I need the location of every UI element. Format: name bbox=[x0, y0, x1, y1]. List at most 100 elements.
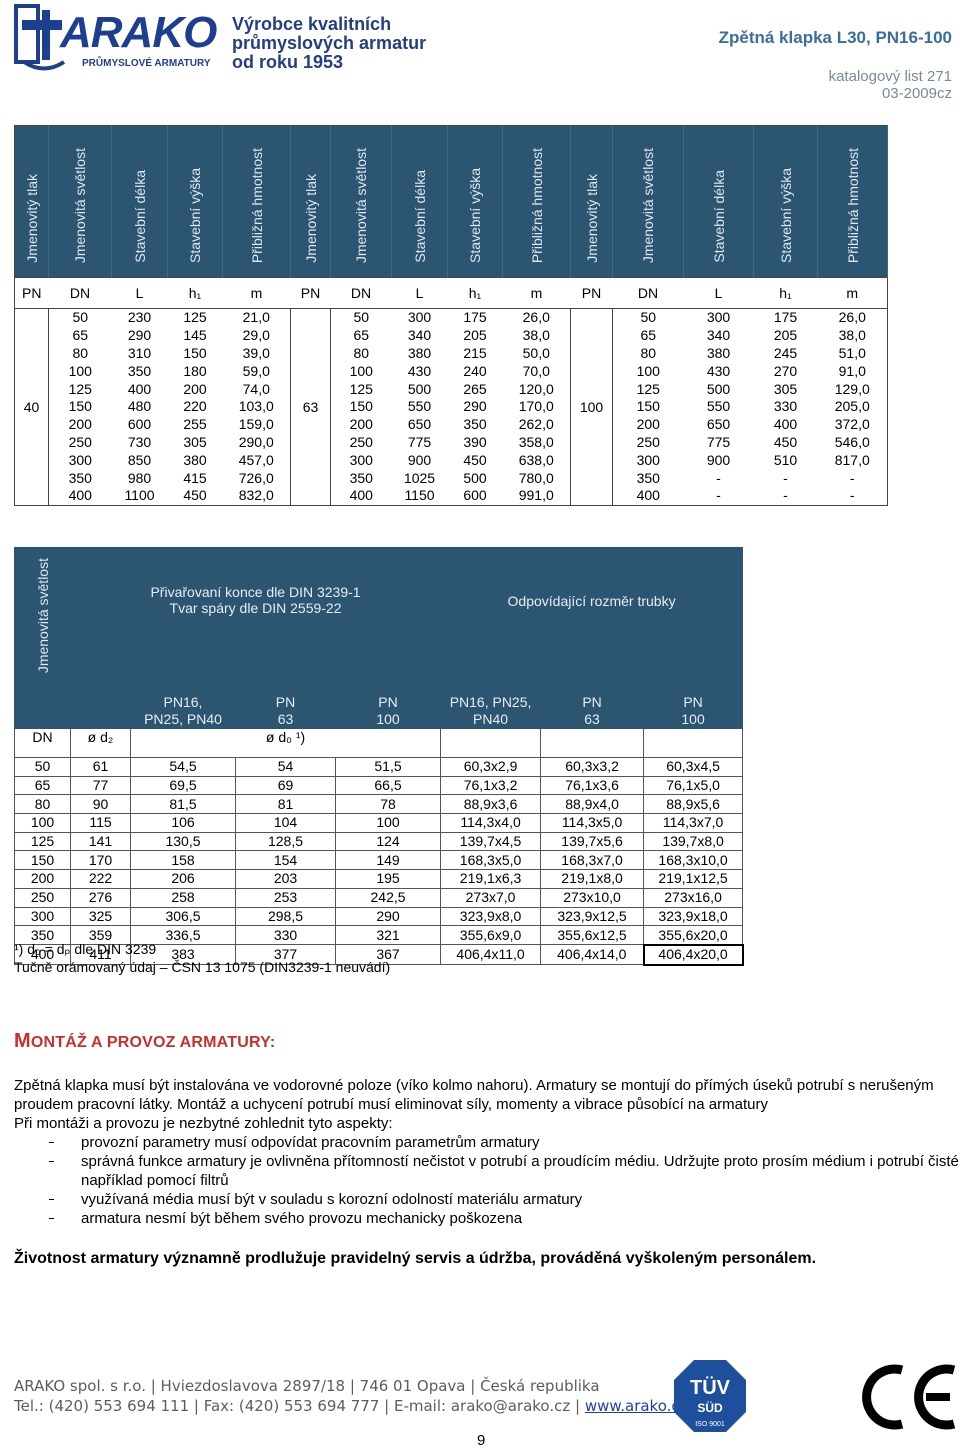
unit-cell: m bbox=[502, 277, 571, 309]
header-cell: Přibližná hmotnost bbox=[222, 125, 291, 278]
data-cell: 91,0 bbox=[838, 362, 866, 379]
empty-cell bbox=[643, 728, 744, 758]
subheader-line: PN16, bbox=[163, 693, 203, 710]
logo-icon bbox=[14, 4, 66, 71]
data-row: 65 290 145 29,0 65 340 205 38,0 65 340 205 38,0 bbox=[15, 327, 888, 345]
data-cell: 430 bbox=[706, 362, 731, 379]
data-cell: 100 bbox=[334, 813, 442, 833]
subheader-cell: PN 100 bbox=[334, 692, 442, 729]
data-cell: 80 bbox=[640, 344, 657, 361]
subheader-line: PN25, PN40 bbox=[144, 710, 222, 727]
data-cell: 415 bbox=[183, 469, 207, 486]
data-cell: 26,0 bbox=[522, 309, 550, 326]
data-cell: 175 bbox=[463, 309, 487, 326]
footnote: Tučně orámovaný údaj – ČSN 13 1075 (DIN3… bbox=[14, 959, 391, 975]
data-cell: 100 bbox=[14, 813, 71, 833]
data-cell: 80 bbox=[14, 794, 71, 815]
data-cell: 205 bbox=[773, 327, 798, 344]
data-cell: 26,0 bbox=[838, 309, 866, 326]
label-row: DN ø d₂ ø d₀ ¹) bbox=[14, 728, 744, 758]
data-cell: 817,0 bbox=[834, 451, 870, 468]
data-row: 200 600 255 159,0 200 650 350 262,0 200 650 400 372… bbox=[15, 416, 888, 434]
data-cell: 103,0 bbox=[238, 398, 274, 415]
data-cell: 546,0 bbox=[834, 433, 870, 450]
contact-text: Tel.: (420) 553 694 111 | Fax: (420) 553… bbox=[14, 1397, 585, 1415]
subheader-cell: PN16, PN25, PN40 bbox=[440, 692, 542, 729]
paragraph: Zpětná klapka musí být instalována ve vo… bbox=[14, 1077, 934, 1113]
bullet-item: využívaná média musí být v souladu s kor… bbox=[14, 1190, 960, 1209]
edition: 03-2009cz bbox=[881, 85, 952, 102]
header-label: Jmenovitá světlost bbox=[353, 147, 369, 263]
header-label: Stavební výška bbox=[187, 168, 203, 263]
page-number: 9 bbox=[477, 1432, 486, 1449]
data-cell: 80 bbox=[72, 344, 89, 361]
data-cell: 150 bbox=[636, 398, 660, 415]
footer: ARAKO spol. s r.o. | Hviezdoslavova 2897… bbox=[14, 1376, 688, 1416]
header-label: Přibližná hmotnost bbox=[248, 147, 265, 263]
data-cell: 125 bbox=[636, 380, 660, 397]
data-cell: 54,5 bbox=[130, 757, 236, 777]
data-cell: 114,3x5,0 bbox=[540, 813, 645, 833]
data-cell: 350 bbox=[463, 416, 487, 433]
data-cell: 60,3x2,9 bbox=[440, 757, 542, 777]
subheader-line: 100 bbox=[681, 710, 705, 727]
data-cell: 195 bbox=[334, 869, 442, 889]
header-cell: Stavební délka bbox=[391, 125, 448, 278]
data-cell: 100 bbox=[349, 362, 373, 379]
bullet-item: armatura nesmí být během svého provozu m… bbox=[14, 1209, 960, 1228]
bullet-dash bbox=[49, 1161, 54, 1162]
data-cell: 300 bbox=[68, 451, 92, 468]
data-row: 65 77 69,5 69 66,5 76,1x3,2 76,1x3,6 76,1x5,0 bbox=[14, 775, 744, 796]
header-cell: Jmenovitý tlak bbox=[290, 125, 331, 278]
catalog-number: katalogový list 271 bbox=[828, 68, 952, 85]
data-cell: 205,0 bbox=[834, 398, 870, 415]
data-cell: 273x10,0 bbox=[540, 887, 645, 908]
data-cell: 355,6x12,5 bbox=[540, 925, 645, 946]
web-link[interactable]: www.arako.cz bbox=[584, 1397, 688, 1415]
data-cell: 775 bbox=[706, 433, 731, 450]
data-cell: 900 bbox=[407, 451, 432, 468]
bullet-item: správná funkce armatury je ovlivněna pří… bbox=[14, 1152, 960, 1190]
data-cell: 350 bbox=[127, 362, 152, 379]
paragraph: Při montáži a provozu je nezbytné zohled… bbox=[14, 1115, 393, 1132]
bullet-dash bbox=[49, 1199, 54, 1200]
data-cell: 154 bbox=[235, 850, 336, 871]
data-row: 150 480 220 103,0 150 550 290 170,0 150 550 330 205… bbox=[15, 398, 888, 416]
address: ARAKO spol. s r.o. | Hviezdoslavova 2897… bbox=[14, 1377, 600, 1395]
bullet-text: armatura nesmí být během svého provozu m… bbox=[81, 1210, 523, 1227]
data-cell: 230 bbox=[127, 309, 152, 326]
data-cell: 106 bbox=[130, 813, 236, 833]
data-cell: 1025 bbox=[403, 469, 436, 486]
data-cell: 306,5 bbox=[130, 906, 236, 927]
weld-header: Přivařovaní konce dle DIN 3239-1 Tvar spá… bbox=[69, 547, 442, 693]
unit-cell: m bbox=[817, 277, 888, 309]
data-cell: 300 bbox=[14, 906, 71, 927]
data-cell: 220 bbox=[183, 398, 207, 415]
data-row: 300 325 306,5 298,5 290 323,9x8,0 323,9x12,5 32… bbox=[14, 906, 744, 927]
pipe-header: Odpovídající rozměr trubky bbox=[440, 547, 744, 693]
data-cell: 265 bbox=[463, 380, 487, 397]
blank-header bbox=[70, 692, 131, 729]
data-cell: 115 bbox=[70, 813, 131, 833]
data-cell: 50 bbox=[353, 309, 370, 326]
data-cell: 76,1x3,2 bbox=[440, 775, 542, 796]
data-cell: 128,5 bbox=[235, 831, 336, 852]
data-cell: 775 bbox=[407, 433, 432, 450]
tuv-iso: ISO 9001 bbox=[695, 1421, 725, 1428]
data-cell: 400 bbox=[636, 487, 660, 504]
data-cell: 139,7x4,5 bbox=[440, 831, 542, 852]
subheader-line: PN bbox=[378, 693, 398, 710]
bullet-text: správná funkce armatury je ovlivněna pří… bbox=[81, 1153, 959, 1189]
data-cell: 215 bbox=[463, 344, 487, 361]
data-cell: 114,3x4,0 bbox=[440, 813, 542, 833]
data-cell: 600 bbox=[463, 487, 487, 504]
data-cell: 411 bbox=[70, 944, 131, 966]
data-cell: 175 bbox=[773, 309, 798, 326]
data-cell: 323,9x18,0 bbox=[643, 906, 744, 927]
data-cell: 39,0 bbox=[242, 344, 270, 361]
data-cell: 61 bbox=[70, 757, 131, 777]
data-cell: 450 bbox=[773, 433, 798, 450]
data-cell: 383 bbox=[130, 944, 236, 966]
subheader-line: PN bbox=[683, 693, 703, 710]
header-label: Přibližná hmotnost bbox=[528, 147, 545, 263]
